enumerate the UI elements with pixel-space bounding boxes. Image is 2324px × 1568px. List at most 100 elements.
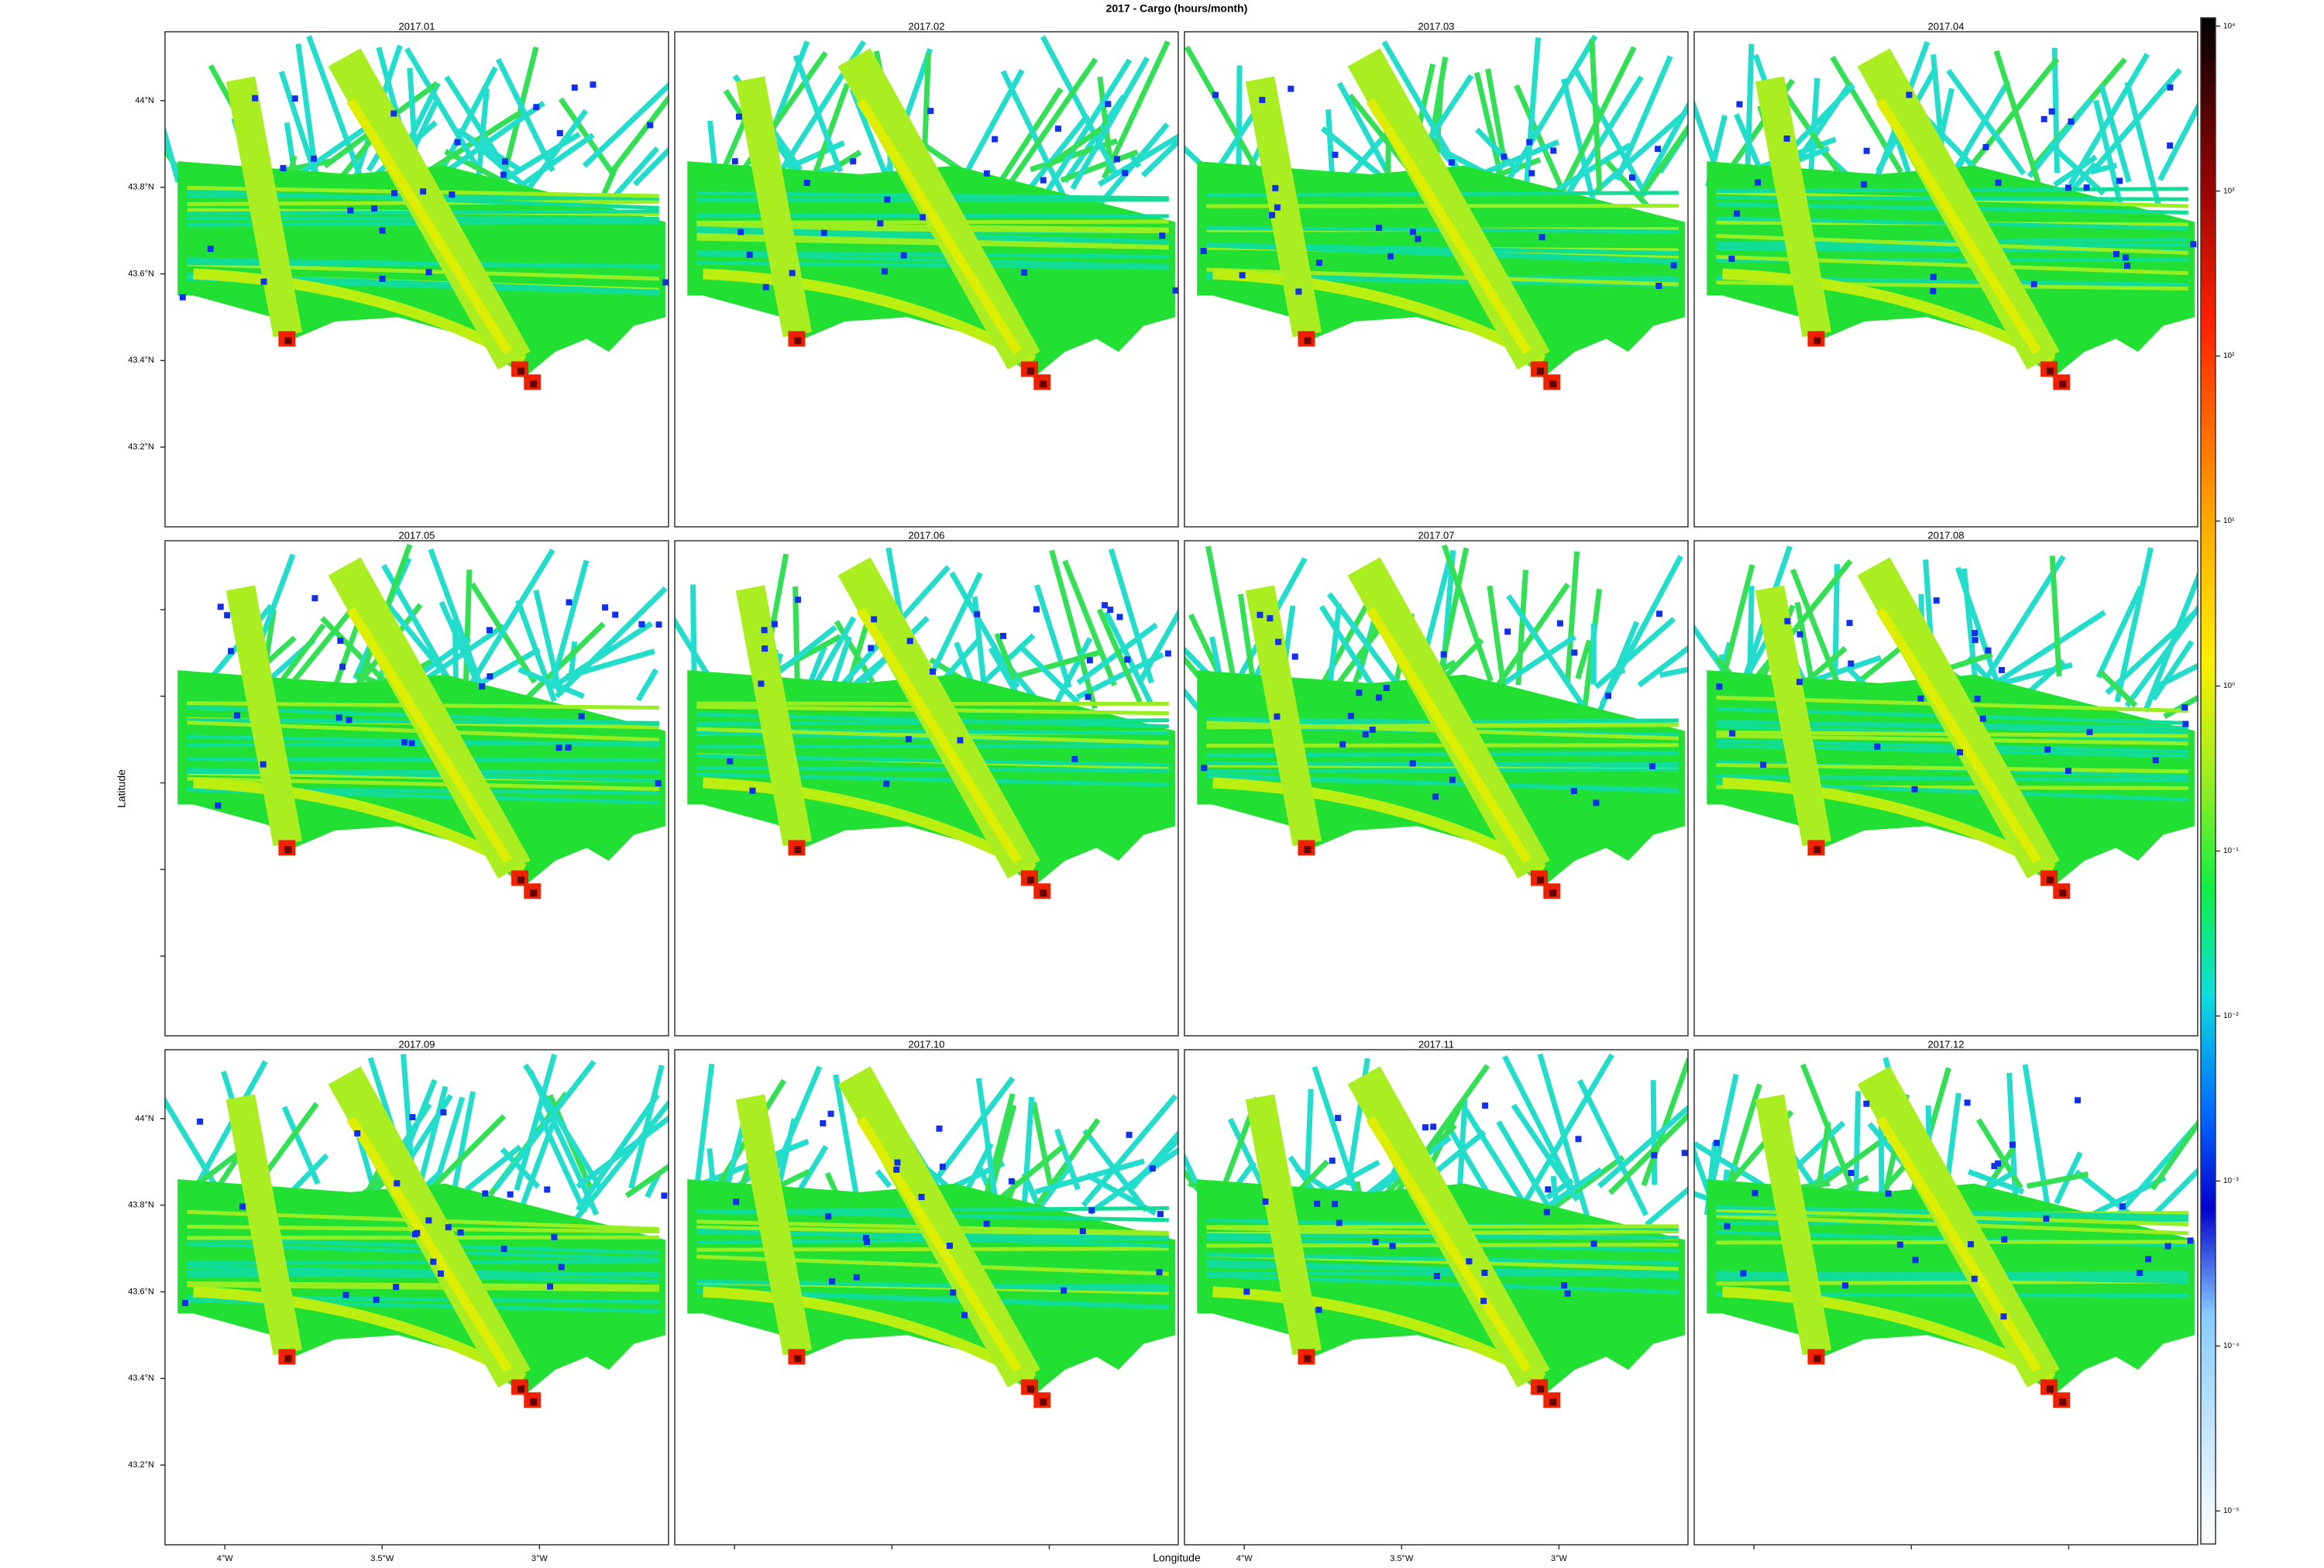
- ship-track: [1184, 45, 1261, 174]
- sparse-cell: [950, 1289, 957, 1296]
- sparse-cell: [961, 1312, 968, 1319]
- sparse-cell: [1332, 151, 1339, 158]
- ship-track: [551, 621, 653, 689]
- ship-track: [1070, 57, 1150, 191]
- sparse-cell: [1570, 788, 1577, 795]
- sparse-cell: [445, 1224, 452, 1231]
- lane-core: [856, 1116, 1022, 1373]
- chart-title: 2017 - Cargo (hours/month): [1106, 2, 1248, 15]
- panel-title: 2017.11: [1418, 1038, 1454, 1050]
- sparse-cell: [1848, 660, 1855, 667]
- ship-track: [2047, 141, 2106, 196]
- ship-track: [1017, 648, 1103, 679]
- ship-track: [1005, 57, 1098, 189]
- ship-track: [1614, 55, 1673, 181]
- sparse-cell: [1985, 647, 1992, 654]
- sparse-cell: [2048, 108, 2055, 115]
- main-lane: [1755, 76, 1832, 338]
- sparse-cell: [850, 158, 857, 165]
- sparse-cell: [1979, 715, 1986, 722]
- sparse-cell: [2064, 184, 2071, 191]
- sparse-cell: [2068, 118, 2075, 125]
- ship-track: [609, 146, 660, 202]
- sparse-cell: [602, 604, 609, 611]
- sparse-cell: [555, 744, 562, 751]
- sparse-cell: [2044, 746, 2051, 753]
- sparse-cell: [1982, 143, 1989, 150]
- sparse-cell: [260, 278, 267, 285]
- ship-track: [1781, 91, 1847, 182]
- sparse-cell: [1466, 1258, 1473, 1265]
- sparse-cell: [1149, 1165, 1156, 1172]
- sparse-cell: [974, 610, 981, 617]
- sparse-cell: [1295, 288, 1302, 295]
- ship-track: [1021, 1096, 1035, 1209]
- sparse-cell: [354, 1130, 361, 1136]
- sparse-cell: [311, 595, 318, 602]
- main-lane: [735, 1094, 813, 1356]
- sparse-cell: [2190, 241, 2197, 248]
- sparse-cell: [820, 1120, 827, 1127]
- sparse-cell: [1861, 181, 1868, 188]
- ship-track: [2022, 1064, 2051, 1212]
- ship-track: [554, 586, 668, 699]
- sparse-cell: [391, 190, 398, 197]
- sparse-cell: [291, 95, 298, 102]
- map-content: [1184, 544, 1688, 899]
- sparse-cell: [2116, 177, 2123, 184]
- sparse-cell: [533, 104, 540, 111]
- sparse-cell: [853, 1274, 860, 1281]
- ship-track: [1590, 106, 1688, 197]
- port-cell: [1040, 1398, 1047, 1406]
- sparse-cell: [1440, 651, 1447, 658]
- sparse-cell: [612, 611, 619, 618]
- ship-track: [610, 94, 669, 173]
- ship-track: [1537, 1053, 1592, 1223]
- lane-core: [1366, 607, 1532, 864]
- sparse-cell: [2123, 262, 2130, 269]
- sparse-cell: [936, 1125, 943, 1132]
- sparse-cell: [457, 1229, 464, 1236]
- ship-track: [1141, 137, 1178, 178]
- ship-track: [1815, 1121, 1831, 1191]
- ship-track: [1789, 568, 1847, 701]
- sparse-cell: [1102, 602, 1109, 609]
- ship-track: [514, 1054, 558, 1191]
- sparse-cell: [1315, 1306, 1322, 1313]
- sparse-cell: [1796, 631, 1803, 638]
- ship-track: [1549, 1154, 1625, 1212]
- sparse-cell: [1593, 799, 1600, 806]
- panel-title: 2017.01: [399, 20, 435, 32]
- sparse-cell: [2152, 757, 2159, 764]
- sparse-cell: [2040, 115, 2047, 122]
- ship-track: [1994, 610, 2106, 686]
- ship-track: [1496, 1120, 1553, 1212]
- sparse-cell: [2187, 1237, 2194, 1244]
- map-content: [687, 35, 1178, 390]
- panel-title: 2017.05: [399, 529, 435, 541]
- sparse-cell: [1157, 1211, 1164, 1218]
- port-cell: [2059, 889, 2067, 897]
- sparse-cell: [881, 268, 888, 275]
- colorbar-tick-label: 10⁻¹: [2223, 847, 2239, 855]
- sparse-cell: [437, 1271, 444, 1277]
- sparse-cell: [1991, 1163, 1998, 1170]
- sparse-cell: [390, 110, 397, 117]
- port-cell: [2047, 367, 2054, 375]
- map-panel: 2017.07: [1184, 529, 1689, 1037]
- colorbar-tick-label: 10⁰: [2223, 682, 2235, 690]
- sparse-cell: [827, 1110, 834, 1117]
- sparse-cell: [1376, 694, 1383, 701]
- y-tick-label: 43.6°N: [128, 269, 154, 278]
- sparse-cell: [1728, 256, 1735, 263]
- sparse-cell: [1543, 1209, 1550, 1216]
- port-cell: [1304, 337, 1312, 345]
- sparse-cell: [1389, 1243, 1396, 1250]
- sparse-cell: [655, 621, 662, 628]
- ship-track: [1475, 127, 1521, 174]
- lane-core: [856, 607, 1022, 864]
- sparse-cell: [735, 113, 742, 120]
- map-content: [687, 1063, 1178, 1408]
- sparse-cell: [310, 155, 317, 162]
- sparse-cell: [2137, 1270, 2144, 1277]
